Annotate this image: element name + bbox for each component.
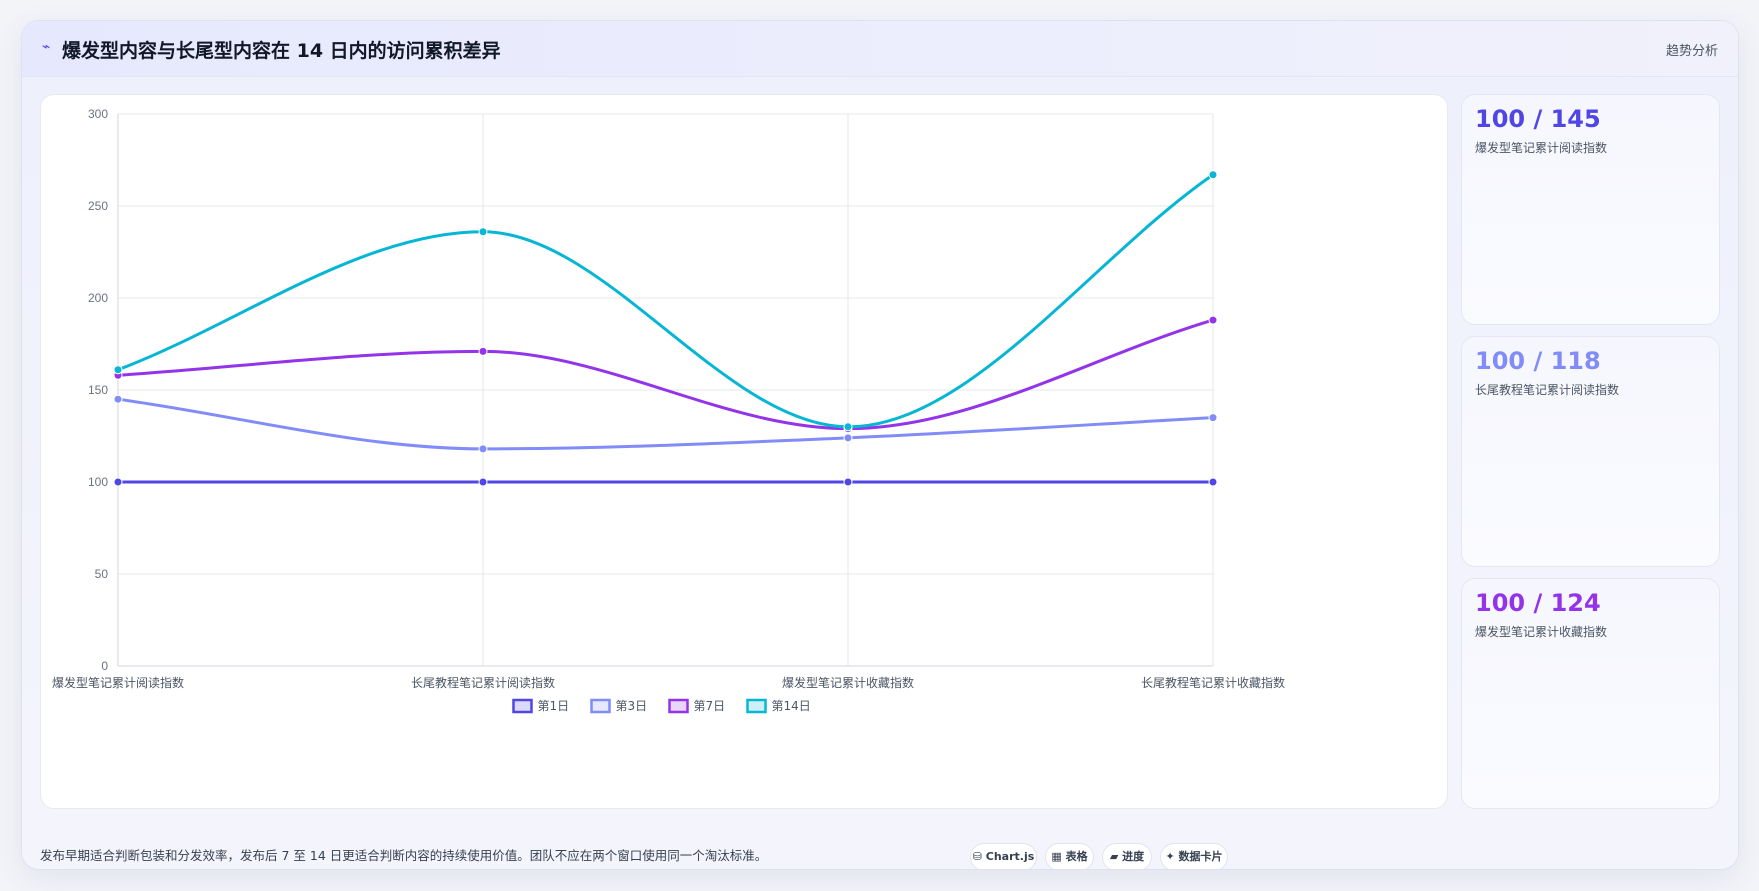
data-point bbox=[1208, 413, 1218, 423]
legend-label: 第3日 bbox=[616, 699, 648, 713]
series-line bbox=[117, 173, 1214, 429]
data-point bbox=[478, 346, 488, 356]
x-tick-label: 爆发型笔记累计收藏指数 bbox=[782, 675, 914, 690]
pill-label: 表格 bbox=[1065, 850, 1088, 863]
legend-label: 第14日 bbox=[772, 699, 811, 713]
pill-label: 数据卡片 bbox=[1178, 850, 1223, 863]
y-tick-label: 100 bbox=[88, 475, 108, 489]
x-tick-label: 长尾教程笔记累计阅读指数 bbox=[411, 675, 555, 690]
stat-card-burst-save: 100 / 124 爆发型笔记累计收藏指数 bbox=[1461, 578, 1720, 809]
chart-card: ⌁ 爆发型内容与长尾型内容在 14 日内的访问累积差异 趋势分析 0 50 100 1… bbox=[21, 20, 1739, 870]
data-point bbox=[478, 227, 488, 237]
y-tick-label: 250 bbox=[88, 199, 108, 213]
data-point bbox=[113, 477, 123, 487]
data-point bbox=[843, 433, 853, 443]
pill-label: 进度 bbox=[1122, 850, 1145, 863]
data-point bbox=[113, 365, 123, 375]
legend-swatch bbox=[590, 698, 611, 714]
footnote: 发布早期适合判断包装和分发效率，发布后 7 至 14 日更适合判断内容的持续使用… bbox=[40, 848, 768, 863]
data-point bbox=[478, 477, 488, 487]
pill-table[interactable]: ▦ 表格 bbox=[1045, 843, 1094, 869]
progress-icon: ▰ bbox=[1109, 850, 1119, 863]
y-tick-label: 150 bbox=[88, 383, 108, 397]
pill-chartjs[interactable]: ⛁ Chart.js bbox=[970, 843, 1037, 869]
y-tick-label: 300 bbox=[88, 107, 108, 121]
stat-value: 100 / 145 bbox=[1475, 105, 1601, 133]
data-point bbox=[843, 422, 853, 432]
legend-swatch bbox=[668, 698, 689, 714]
chart-title: 爆发型内容与长尾型内容在 14 日内的访问累积差异 bbox=[62, 40, 501, 62]
data-point bbox=[1208, 477, 1218, 487]
trend-wave-icon: ⌁ bbox=[42, 39, 51, 55]
data-point bbox=[1208, 315, 1218, 325]
x-tick-label: 长尾教程笔记累计收藏指数 bbox=[1141, 675, 1285, 690]
y-tick-label: 0 bbox=[101, 659, 108, 673]
legend-label: 第7日 bbox=[694, 699, 726, 713]
legend-label: 第1日 bbox=[538, 699, 570, 713]
trend-analysis-tag: 趋势分析 bbox=[1665, 44, 1718, 59]
sparkle-icon: ✦ bbox=[1165, 850, 1175, 863]
stat-label: 爆发型笔记累计收藏指数 bbox=[1475, 625, 1608, 639]
data-point bbox=[478, 444, 488, 454]
card-header: ⌁ 爆发型内容与长尾型内容在 14 日内的访问累积差异 趋势分析 bbox=[22, 21, 1738, 77]
stat-value: 100 / 118 bbox=[1475, 347, 1601, 375]
card-body: 0 50 100 150 200 250 300 爆发型笔记累计阅读指数 长尾教程笔记累计阅读指… bbox=[22, 77, 1738, 869]
legend-swatch bbox=[746, 698, 767, 714]
stat-label: 爆发型笔记累计阅读指数 bbox=[1475, 141, 1608, 155]
pill-data-card[interactable]: ✦ 数据卡片 bbox=[1160, 843, 1228, 869]
stat-label: 长尾教程笔记累计阅读指数 bbox=[1475, 383, 1620, 397]
stat-card-longtail-read: 100 / 118 长尾教程笔记累计阅读指数 bbox=[1461, 336, 1720, 567]
x-tick-label: 爆发型笔记累计阅读指数 bbox=[52, 675, 184, 690]
line-chart: 0 50 100 150 200 250 300 爆发型笔记累计阅读指数 长尾教程笔记累计阅读指… bbox=[52, 107, 1285, 714]
pill-progress[interactable]: ▰ 进度 bbox=[1102, 843, 1152, 869]
table-icon: ▦ bbox=[1051, 850, 1062, 863]
chart-panel: 0 50 100 150 200 250 300 爆发型笔记累计阅读指数 长尾教程笔记累计阅读指… bbox=[40, 94, 1448, 809]
series-line bbox=[117, 318, 1214, 431]
data-point bbox=[843, 477, 853, 487]
y-tick-label: 200 bbox=[88, 291, 108, 305]
data-point bbox=[113, 394, 123, 404]
y-tick-label: 50 bbox=[95, 567, 109, 581]
pill-label: Chart.js bbox=[985, 850, 1035, 863]
database-icon: ⛁ bbox=[972, 850, 982, 863]
stat-value: 100 / 124 bbox=[1475, 589, 1601, 617]
series-line bbox=[117, 397, 1214, 451]
data-point bbox=[1208, 170, 1218, 180]
stat-card-burst-read: 100 / 145 爆发型笔记累计阅读指数 bbox=[1461, 94, 1720, 325]
legend-swatch bbox=[512, 698, 533, 714]
